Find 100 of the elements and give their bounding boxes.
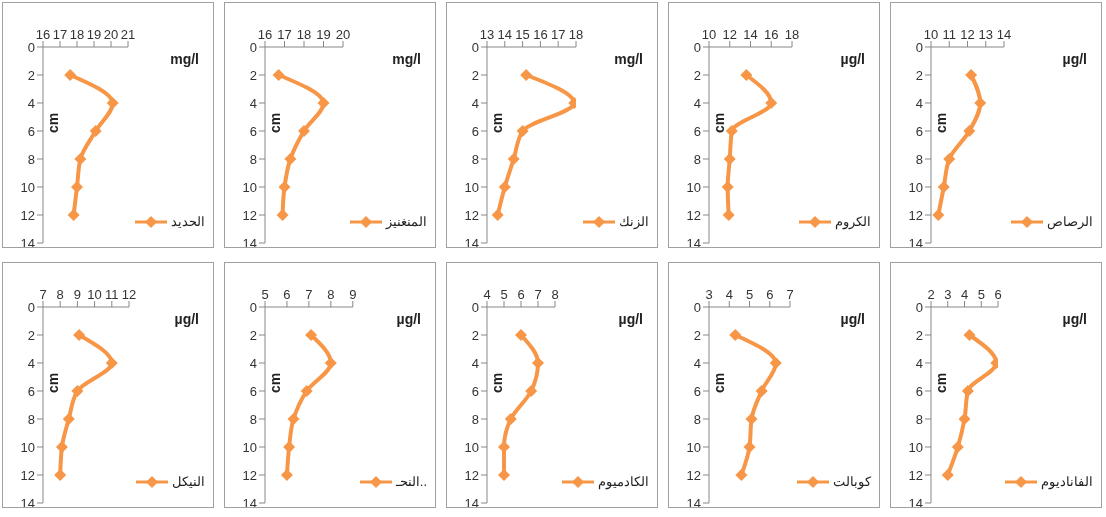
x-tick-label: 5 — [745, 287, 754, 302]
y-tick-label: 0 — [693, 299, 701, 315]
y-tick-label: 2 — [471, 327, 479, 343]
x-tick-label: 16 — [533, 27, 548, 42]
y-axis-title: cm — [45, 372, 61, 393]
y-tick-label: 6 — [471, 383, 479, 399]
point — [317, 97, 330, 109]
point — [89, 125, 102, 137]
y-tick-label: 4 — [693, 355, 701, 371]
x-tick-label: 18 — [296, 27, 312, 42]
point — [298, 125, 310, 137]
y-tick-label: 4 — [27, 355, 35, 371]
x-axis-title: µg/l — [840, 311, 865, 327]
x-axis-title: mg/l — [170, 51, 199, 67]
y-tick-label: 8 — [249, 411, 257, 427]
y-tick-label: 10 — [686, 179, 701, 195]
x-axis-title: µg/l — [618, 311, 643, 327]
x-tick-label: 12 — [722, 27, 737, 42]
y-tick-label: 0 — [915, 299, 923, 315]
y-tick-label: 8 — [693, 411, 701, 427]
y-tick-label: 2 — [693, 327, 701, 343]
y-tick-label: 6 — [693, 383, 701, 399]
point — [974, 97, 987, 109]
point — [729, 329, 742, 341]
x-axis-title: µg/l — [1062, 51, 1087, 67]
y-tick-label: 4 — [693, 95, 701, 111]
point — [284, 153, 297, 165]
x-tick-label: 21 — [120, 27, 136, 42]
x-tick-label: 12 — [121, 287, 137, 302]
point — [324, 357, 337, 369]
x-tick-label: 8 — [327, 287, 335, 302]
point — [74, 153, 87, 165]
x-tick-label: 16 — [764, 27, 779, 42]
y-tick-label: 6 — [915, 383, 923, 399]
point — [937, 181, 950, 193]
point — [67, 209, 80, 221]
x-tick-label: 17 — [277, 27, 292, 42]
x-tick-label: 14 — [996, 27, 1012, 42]
y-tick-label: 12 — [20, 467, 35, 483]
point — [961, 385, 974, 397]
point — [305, 329, 318, 341]
point — [943, 153, 956, 165]
x-axis-title: µg/l — [174, 311, 199, 327]
point — [62, 413, 75, 425]
y-tick-label: 2 — [27, 327, 35, 343]
y-tick-label: 8 — [915, 151, 923, 167]
legend-label: النحـ.. — [395, 474, 427, 489]
x-tick-label: 16 — [35, 27, 51, 42]
x-tick-label: 9 — [73, 287, 82, 302]
x-axis-title: mg/l — [614, 51, 643, 67]
y-tick-label: 12 — [464, 207, 479, 223]
y-tick-label: 10 — [20, 179, 35, 195]
legend-label: كوبالت — [833, 474, 871, 489]
point — [958, 413, 971, 425]
x-tick-label: 10 — [87, 287, 102, 302]
x-tick-label: 18 — [784, 27, 800, 42]
x-tick-label: 14 — [497, 27, 513, 42]
legend-label: المنغنيز — [386, 214, 427, 229]
y-tick-label: 0 — [471, 299, 479, 315]
point — [64, 69, 77, 81]
y-tick-label: 10 — [242, 439, 257, 455]
y-tick-label: 10 — [464, 179, 479, 195]
point — [735, 469, 748, 481]
point — [965, 69, 978, 81]
point — [963, 125, 976, 137]
y-tick-label: 2 — [693, 67, 701, 83]
y-tick-label: 14 — [686, 235, 701, 251]
x-tick-label: 2 — [927, 287, 935, 302]
y-tick-label: 12 — [464, 467, 479, 483]
legend-label: الزنك — [619, 214, 649, 229]
y-tick-label: 12 — [908, 207, 923, 223]
y-tick-label: 4 — [471, 355, 479, 371]
y-tick-label: 12 — [20, 207, 35, 223]
y-tick-label: 12 — [242, 207, 257, 223]
x-tick-label: 13 — [978, 27, 993, 42]
y-axis-title: cm — [933, 372, 949, 393]
legend-label: الرصاص — [1047, 214, 1093, 229]
y-tick-label: 0 — [471, 39, 479, 55]
x-tick-label: 12 — [960, 27, 975, 42]
point — [71, 181, 83, 193]
point — [105, 357, 118, 369]
point — [525, 385, 538, 397]
x-tick-label: 11 — [105, 287, 119, 302]
x-tick-label: 11 — [942, 27, 956, 42]
legend-label: الحديد — [171, 214, 205, 229]
x-tick-label: 20 — [103, 27, 119, 42]
point — [55, 441, 68, 453]
x-tick-label: 7 — [305, 287, 313, 302]
point — [283, 441, 296, 453]
point — [769, 357, 782, 369]
y-axis-title: cm — [267, 112, 283, 133]
x-tick-label: 8 — [551, 287, 559, 302]
y-axis-title: cm — [267, 372, 283, 393]
x-tick-label: 8 — [56, 287, 64, 302]
y-tick-label: 2 — [249, 327, 257, 343]
y-tick-label: 4 — [249, 355, 257, 371]
y-tick-label: 8 — [249, 151, 257, 167]
point — [272, 69, 285, 81]
y-tick-label: 10 — [908, 439, 923, 455]
x-tick-label: 19 — [316, 27, 331, 42]
